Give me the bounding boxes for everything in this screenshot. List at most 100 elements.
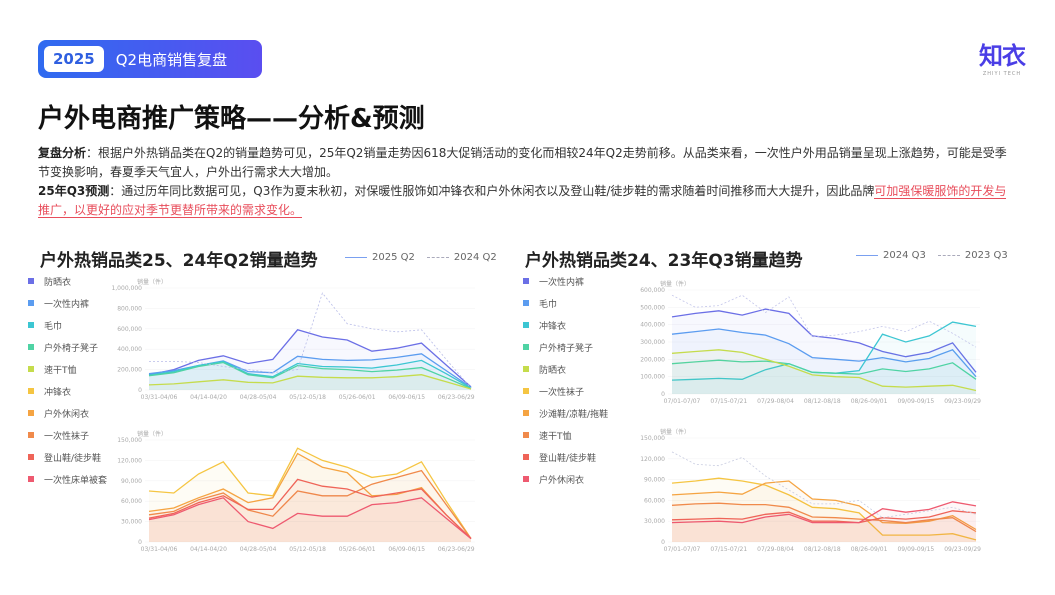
- legend-label: 速干T恤: [44, 365, 77, 376]
- legend-swatch: [28, 300, 34, 306]
- series-area: [149, 374, 471, 390]
- legend-swatch: [523, 476, 529, 482]
- legend-item: 一次性袜子: [523, 380, 608, 402]
- x-tick-label: 07/15-07/21: [710, 398, 747, 405]
- legend-label: 毛巾: [44, 321, 63, 332]
- legend-label: 速干T恤: [539, 431, 572, 442]
- x-tick-label: 07/01-07/07: [664, 398, 701, 405]
- legend-label: 冲锋衣: [539, 321, 567, 332]
- forecast-body: ：通过历年同比数据可见，Q3作为夏末秋初，对保暖性服饰如冲锋衣和户外休闲衣以及登…: [109, 184, 875, 198]
- legend-swatch: [523, 278, 529, 284]
- series-line: [671, 501, 977, 524]
- x-tick-label: 04/28-05/04: [240, 546, 277, 553]
- legend-label: 一次性内裤: [44, 299, 90, 310]
- x-tick-label: 06/09-06/15: [388, 394, 425, 401]
- series-line: [671, 349, 977, 392]
- legend-item: 冲锋衣: [523, 314, 608, 336]
- series-line: [148, 447, 472, 539]
- left-category-legend: 防晒衣 一次性内裤 毛巾 户外椅子凳子 速干T恤 冲锋衣 户外休闲衣 一次性袜子 登山鞋/徒步鞋…: [28, 270, 107, 490]
- legend-swatch: [523, 410, 529, 416]
- y-tick-label: 600,000: [640, 287, 665, 294]
- legend-swatch: [28, 454, 34, 460]
- legend-item: 冲锋衣: [28, 380, 107, 402]
- series-area: [672, 360, 976, 394]
- logo-subtext: ZHIYI TECH: [982, 71, 1022, 77]
- y-tick-label: 200,000: [117, 367, 142, 374]
- x-tick-label: 07/29-08/04: [757, 398, 794, 405]
- y-tick-label: 200,000: [640, 356, 665, 363]
- series-line: [671, 502, 977, 533]
- legend-label: 沙滩鞋/凉鞋/拖鞋: [539, 409, 609, 420]
- x-tick-label: 06/09-06/15: [388, 546, 425, 553]
- legend-swatch: [523, 344, 529, 350]
- series-line: [671, 477, 977, 541]
- y-tick-label: 0: [661, 391, 665, 398]
- x-tick-label: 03/31-04/06: [141, 394, 178, 401]
- y-tick-label: 30,000: [121, 519, 142, 526]
- legend-item: 一次性内裤: [28, 292, 107, 314]
- legend-label: 一次性床单被套: [44, 475, 108, 486]
- forecast-highlight: 可加强保暖服饰的开发与推广，以更好的应对季节更替所带来的需求变化。: [38, 184, 1007, 218]
- y-axis-label: 销量（件）: [137, 278, 167, 286]
- x-tick-label: 07/29-08/04: [757, 546, 794, 553]
- series-area: [672, 309, 976, 394]
- analysis-label: 复盘分析: [38, 146, 87, 160]
- x-tick-label: 08/26-09/01: [851, 398, 888, 405]
- y-tick-label: 0: [138, 539, 142, 546]
- y-tick-label: 500,000: [640, 304, 665, 311]
- x-tick-label: 09/23-09/29: [944, 398, 981, 405]
- legend-label: 户外休闲衣: [539, 475, 585, 486]
- legend-item: 一次性床单被套: [28, 468, 107, 490]
- right-series-legend: 2024 Q3 2023 Q3: [856, 250, 1008, 261]
- legend-item: 户外椅子凳子: [28, 336, 107, 358]
- legend-solid: 2025 Q2: [345, 252, 415, 263]
- series-line: [671, 510, 977, 524]
- y-tick-label: 0: [661, 539, 665, 546]
- legend-solid: 2024 Q3: [856, 250, 926, 261]
- left-section-title: 户外热销品类25、24年Q2销量趋势: [40, 251, 318, 271]
- series-line: [148, 469, 472, 539]
- right-category-legend: 一次性内裤 毛巾 冲锋衣 户外椅子凳子 防晒衣 一次性袜子 沙滩鞋/凉鞋/拖鞋 速干T恤 登山鞋…: [523, 270, 608, 490]
- x-tick-label: 04/14-04/20: [190, 546, 227, 553]
- series-line: [148, 374, 472, 390]
- series-area: [672, 349, 976, 394]
- q3-chart-top: 销量（件） 0 100,000 200,000 300,000 400,000 500,00…: [640, 280, 981, 405]
- legend-item: 毛巾: [28, 314, 107, 336]
- legend-label: 户外椅子凳子: [539, 343, 594, 354]
- series-area: [149, 470, 471, 542]
- legend-item: 登山鞋/徒步鞋: [523, 446, 608, 468]
- y-tick-label: 60,000: [644, 497, 665, 504]
- legend-swatch: [28, 344, 34, 350]
- logo-text: 知衣: [979, 42, 1026, 70]
- series-line: [671, 480, 977, 531]
- y-tick-label: 800,000: [117, 305, 142, 312]
- x-tick-label: 08/26-09/01: [851, 546, 888, 553]
- legend-item: 一次性袜子: [28, 424, 107, 446]
- legend-swatch: [28, 322, 34, 328]
- y-tick-label: 400,000: [117, 346, 142, 353]
- y-tick-label: 600,000: [117, 326, 142, 333]
- y-tick-label: 30,000: [644, 518, 665, 525]
- analysis-text: 复盘分析：根据户外热销品类在Q2的销量趋势可见，25年Q2销量走势因618大促销…: [38, 144, 1018, 220]
- series-line: [148, 497, 472, 540]
- series-line: [148, 361, 472, 390]
- series-area: [149, 360, 471, 390]
- legend-item: 防晒衣: [523, 358, 608, 380]
- series-line: [148, 452, 472, 540]
- series-area: [672, 329, 976, 394]
- y-tick-label: 150,000: [117, 437, 142, 444]
- y-tick-label: 400,000: [640, 322, 665, 329]
- legend-label: 毛巾: [539, 299, 558, 310]
- legend-dashed: 2024 Q2: [426, 252, 497, 263]
- legend-label: 户外休闲衣: [44, 409, 90, 420]
- x-tick-label: 08/12-08/18: [804, 546, 841, 553]
- series-area: [149, 448, 471, 542]
- x-tick-label: 05/26-06/01: [339, 394, 376, 401]
- y-tick-label: 120,000: [117, 457, 142, 464]
- legend-label: 一次性袜子: [44, 431, 90, 442]
- y-tick-label: 0: [138, 387, 142, 394]
- legend-swatch: [523, 454, 529, 460]
- series-line: [148, 359, 472, 389]
- x-tick-label: 05/12-05/18: [289, 394, 326, 401]
- legend-item: 沙滩鞋/凉鞋/拖鞋: [523, 402, 608, 424]
